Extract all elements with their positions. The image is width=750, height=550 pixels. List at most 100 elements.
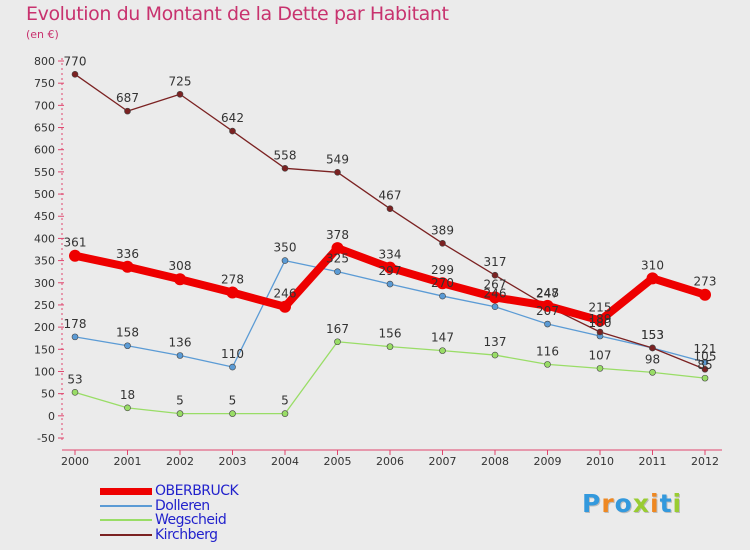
data-label-wegscheid: 5 <box>176 394 184 408</box>
data-point-wegscheid <box>544 361 551 368</box>
data-label-dolleren: 246 <box>484 287 507 301</box>
legend-swatch <box>100 488 152 495</box>
data-label-wegscheid: 85 <box>697 358 712 372</box>
data-label-wegscheid: 137 <box>484 335 507 349</box>
logo-letter: i <box>672 489 683 518</box>
data-point-wegscheid <box>701 374 709 382</box>
x-tick-label: 2008 <box>481 455 509 468</box>
y-tick-label: 300 <box>34 277 55 290</box>
data-point-dolleren <box>334 268 341 275</box>
data-point-kirchberg <box>281 165 289 172</box>
data-label-wegscheid: 5 <box>229 394 237 408</box>
logo-letter: t <box>659 489 673 518</box>
data-point-dolleren <box>281 257 289 264</box>
data-label-wegscheid: 147 <box>431 331 454 345</box>
y-tick-label: 700 <box>34 99 55 112</box>
x-tick-label: 2003 <box>219 455 247 468</box>
data-label-dolleren: 121 <box>694 342 717 356</box>
data-label-oberbruck: 308 <box>169 259 192 273</box>
data-point-wegscheid <box>281 410 289 417</box>
legend-label: Kirchberg <box>155 526 218 543</box>
data-label-oberbruck: 378 <box>326 228 349 242</box>
data-point-kirchberg <box>649 344 656 352</box>
data-label-oberbruck: 215 <box>589 300 612 314</box>
data-point-dolleren <box>229 363 236 371</box>
data-label-wegscheid: 5 <box>281 394 289 408</box>
y-tick-label: -50 <box>37 432 55 445</box>
logo-letter: r <box>601 489 615 518</box>
data-point-wegscheid <box>71 389 79 396</box>
data-label-dolleren: 158 <box>116 326 139 340</box>
data-label-oberbruck: 361 <box>64 236 87 250</box>
data-point-oberbruck <box>69 249 81 262</box>
data-label-dolleren: 207 <box>536 304 559 318</box>
data-point-oberbruck <box>279 300 291 313</box>
data-point-oberbruck <box>174 273 186 286</box>
data-label-kirchberg: 558 <box>274 148 297 162</box>
proxiti-logo: Proxiti <box>582 489 682 518</box>
data-point-dolleren <box>386 280 394 288</box>
logo-letter: P <box>582 489 602 518</box>
data-point-oberbruck <box>384 261 396 274</box>
data-point-dolleren <box>701 358 709 366</box>
logo-letter: x <box>632 489 650 518</box>
data-label-kirchberg: 153 <box>641 328 664 342</box>
x-tick-label: 2007 <box>429 455 457 468</box>
data-label-oberbruck: 248 <box>536 286 559 300</box>
data-label-dolleren: 180 <box>589 316 612 330</box>
data-point-oberbruck <box>436 277 449 290</box>
data-label-oberbruck: 273 <box>694 275 717 289</box>
data-point-kirchberg <box>229 127 236 135</box>
data-label-kirchberg: 317 <box>484 255 507 269</box>
data-point-wegscheid <box>176 410 184 417</box>
data-point-oberbruck <box>226 286 239 299</box>
data-point-oberbruck <box>646 272 659 285</box>
data-label-oberbruck: 278 <box>221 273 244 287</box>
data-point-dolleren <box>176 352 184 359</box>
y-tick-label: 0 <box>48 410 55 423</box>
y-tick-label: 100 <box>34 365 55 378</box>
x-tick-label: 2009 <box>534 455 562 468</box>
data-label-oberbruck: 246 <box>274 287 297 301</box>
data-label-oberbruck: 267 <box>484 277 507 291</box>
data-point-kirchberg <box>334 169 341 176</box>
y-tick-label: 200 <box>34 321 55 334</box>
data-point-dolleren <box>439 292 446 300</box>
data-label-dolleren: 110 <box>221 347 244 361</box>
series-lines <box>69 71 711 417</box>
data-label-wegscheid: 98 <box>645 352 660 366</box>
y-tick-label: 750 <box>34 77 55 90</box>
logo-letter: i <box>650 489 660 518</box>
data-point-kirchberg <box>439 239 446 247</box>
data-label-wegscheid: 18 <box>120 388 135 402</box>
data-label-wegscheid: 156 <box>379 327 402 341</box>
data-point-wegscheid <box>386 343 394 350</box>
data-label-wegscheid: 107 <box>589 348 612 362</box>
legend-swatch <box>100 533 152 536</box>
y-tick-label: 800 <box>34 55 55 68</box>
data-point-wegscheid <box>439 347 446 354</box>
legend-swatch <box>100 504 152 507</box>
data-point-dolleren <box>544 320 551 328</box>
chart-unit: (en €) <box>26 28 59 41</box>
data-point-dolleren <box>124 342 131 350</box>
data-point-kirchberg <box>71 71 79 78</box>
y-tick-label: 550 <box>34 166 55 179</box>
data-point-wegscheid <box>229 410 236 417</box>
data-label-kirchberg: 467 <box>379 189 402 203</box>
data-label-wegscheid: 53 <box>67 372 82 386</box>
data-point-kirchberg <box>596 328 604 336</box>
data-point-oberbruck <box>489 291 501 304</box>
data-point-dolleren <box>491 303 499 311</box>
data-label-kirchberg: 725 <box>169 74 192 88</box>
y-tick-label: 50 <box>41 388 55 401</box>
data-point-wegscheid <box>124 404 131 412</box>
data-label-kirchberg: 105 <box>694 349 717 363</box>
y-tick-label: 350 <box>34 255 55 268</box>
data-label-wegscheid: 116 <box>536 344 559 358</box>
data-label-dolleren: 297 <box>379 264 402 278</box>
data-label-oberbruck: 336 <box>116 247 139 261</box>
data-label-kirchberg: 770 <box>64 54 87 68</box>
x-tick-label: 2002 <box>166 455 194 468</box>
